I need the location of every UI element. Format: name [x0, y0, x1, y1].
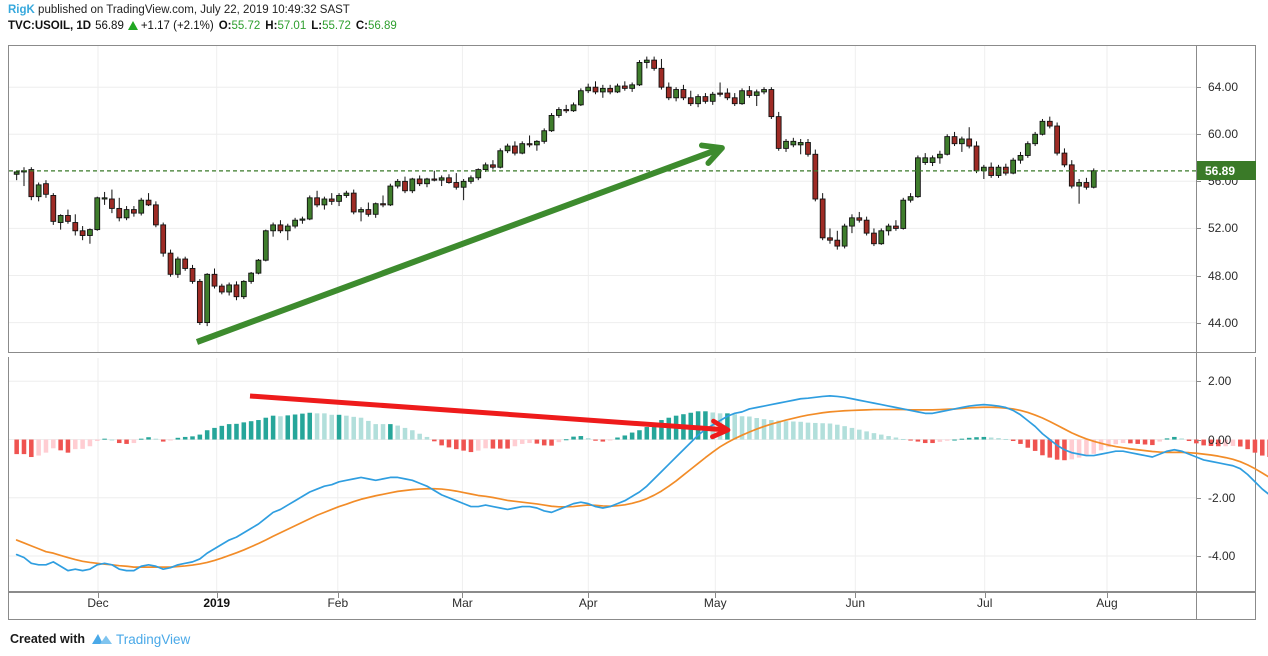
publisher-username[interactable]: RigK: [8, 4, 35, 16]
publisher-line: RigK published on TradingView.com, July …: [8, 3, 1258, 17]
time-tick-label: Feb: [327, 596, 349, 610]
macd-tick-label: -2.00: [1208, 490, 1236, 505]
time-tick-label: Jul: [977, 596, 993, 610]
time-tick-mark: [855, 593, 857, 598]
low-label: L:: [311, 20, 323, 32]
last-price: 56.89: [95, 20, 124, 32]
macd-tick-label: -4.00: [1208, 549, 1236, 564]
open-label: O:: [218, 20, 232, 32]
price-tick-label: 64.00: [1208, 80, 1239, 95]
time-tick-mark: [337, 593, 339, 598]
time-tick-mark: [715, 593, 717, 598]
price-panel[interactable]: [8, 45, 1256, 353]
price-tick-mark: [1197, 275, 1201, 277]
price-tick-mark: [1197, 228, 1201, 230]
low-value: 55.72: [322, 20, 351, 32]
high-label: H:: [265, 20, 278, 32]
time-tick-label: Dec: [87, 596, 109, 610]
publisher-meta: published on TradingView.com, July 22, 2…: [38, 4, 350, 16]
time-tick-label: Aug: [1096, 596, 1118, 610]
time-tick-mark: [216, 593, 218, 598]
time-axis-panel: [8, 592, 1256, 620]
footer: Created with TradingView: [10, 629, 190, 649]
macd-tick-label: 0.00: [1208, 432, 1232, 447]
macd-tick-mark: [1197, 381, 1201, 383]
time-tick-mark: [984, 593, 986, 598]
open-value: 55.72: [231, 20, 261, 32]
macd-tick-mark: [1197, 497, 1201, 499]
time-tick-label: Apr: [578, 596, 598, 610]
symbol-quote-line: TVC:USOIL, 1D 56.89 +1.17 (+2.1%) O:55.72 H:…: [8, 19, 1258, 34]
time-tick-mark: [462, 593, 464, 598]
time-tick-mark: [98, 593, 100, 598]
current-price-badge: 56.89: [1197, 161, 1256, 181]
symbol-label[interactable]: TVC:USOIL, 1D: [8, 20, 92, 32]
price-tick-label: 52.00: [1208, 221, 1239, 236]
price-tick-label: 44.00: [1208, 315, 1239, 330]
price-tick-mark: [1197, 87, 1201, 89]
macd-tick-mark: [1197, 556, 1201, 558]
time-tick-mark: [1106, 593, 1108, 598]
close-label: C:: [355, 20, 368, 32]
high-value: 57.01: [277, 20, 307, 32]
macd-tick-label: 2.00: [1208, 374, 1232, 389]
time-tick-mark: [588, 593, 590, 598]
tradingview-logo-icon: [92, 633, 113, 644]
up-triangle-icon: [127, 21, 138, 30]
tradingview-brand[interactable]: TradingView: [116, 631, 191, 647]
chart-header: RigK published on TradingView.com, July …: [8, 3, 1258, 34]
price-axis-separator: [1196, 45, 1197, 620]
close-value: 56.89: [368, 20, 397, 32]
price-change: +1.17 (+2.1%): [140, 20, 214, 32]
price-tick-mark: [1197, 134, 1201, 136]
time-tick-label: May: [703, 596, 727, 610]
price-tick-label: 60.00: [1208, 127, 1239, 142]
macd-tick-mark: [1197, 439, 1201, 441]
time-tick-label: Mar: [452, 596, 473, 610]
price-tick-mark: [1197, 181, 1201, 183]
macd-panel[interactable]: [8, 357, 1256, 592]
time-tick-label: 2019: [203, 596, 231, 610]
price-tick-label: 48.00: [1208, 268, 1239, 283]
price-tick-mark: [1197, 322, 1201, 324]
time-tick-label: Jun: [845, 596, 866, 610]
created-with-label: Created with: [10, 632, 86, 646]
